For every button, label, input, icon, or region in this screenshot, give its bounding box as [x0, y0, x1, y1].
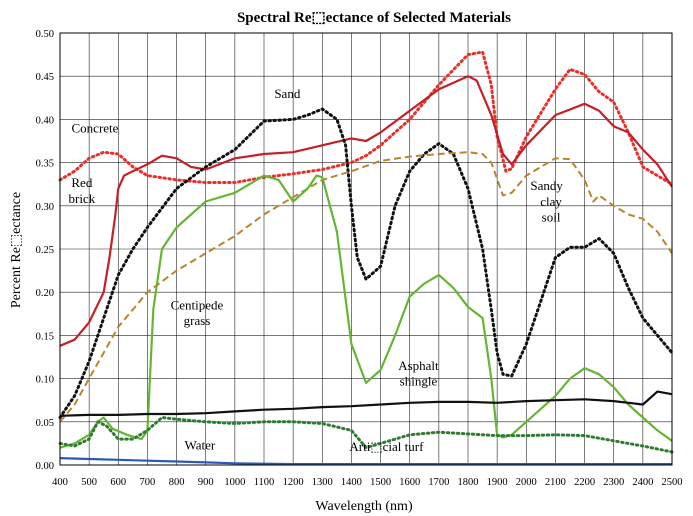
x-tick-label: 2000 [516, 477, 537, 488]
x-tick-label: 2200 [574, 477, 595, 488]
x-tick-label: 1200 [283, 477, 304, 488]
series-line-water [59, 457, 672, 466]
x-tick-label: 500 [81, 477, 97, 488]
y-axis-label: Percent Re⬚ectance [9, 192, 24, 308]
x-tick-label: 2400 [632, 477, 653, 488]
annotation-label: Arti⬚cial turf [349, 439, 424, 454]
annotation-label: Asphalt [398, 358, 439, 373]
x-tick-label: 1800 [458, 477, 479, 488]
x-tick-label: 2100 [545, 477, 566, 488]
series-line-sand [58, 107, 674, 419]
annotation-label: shingle [400, 374, 438, 389]
x-tick-label: 1600 [399, 477, 420, 488]
y-tick-label: 0.30 [36, 202, 54, 213]
x-tick-label: 2300 [603, 477, 624, 488]
chart-title: Spectral Re⬚ectance of Selected Material… [237, 10, 511, 26]
y-tick-label: 0.00 [36, 461, 54, 472]
y-tick-label: 0.20 [36, 288, 54, 299]
x-tick-label: 1500 [370, 477, 391, 488]
series-line-artificial-turf [58, 416, 674, 454]
x-tick-label: 1400 [341, 477, 362, 488]
y-axis-ticks: 0.00 0.05 0.10 0.15 0.20 0.25 0.30 0.35 0.40 0.45… [36, 29, 54, 472]
y-tick-label: 0.35 [36, 159, 54, 170]
series-line-asphalt-shingle [59, 390, 673, 417]
y-tick-label: 0.40 [36, 115, 54, 126]
x-tick-label: 700 [140, 477, 156, 488]
x-tick-label: 400 [52, 477, 68, 488]
annotation-label: Concrete [72, 120, 119, 135]
x-tick-label: 1900 [487, 477, 508, 488]
annotation-label: grass [184, 313, 211, 328]
x-tick-label: 1300 [312, 477, 333, 488]
x-tick-label: 600 [110, 477, 126, 488]
annotation-label: Centipede [171, 297, 224, 312]
x-tick-label: 1700 [428, 477, 449, 488]
y-tick-label: 0.05 [36, 418, 54, 429]
x-tick-label: 900 [198, 477, 214, 488]
x-tick-label: 800 [169, 477, 185, 488]
annotation-label: Water [185, 437, 216, 452]
annotation-label: Sandy [530, 178, 563, 193]
annotation-label: soil [542, 209, 561, 224]
series-line-centipede-grass [59, 174, 673, 449]
annotation-label: Red [71, 175, 92, 190]
y-tick-label: 0.50 [36, 29, 54, 40]
x-axis-label: Wavelength (nm) [315, 499, 413, 514]
annotation-label: brick [68, 191, 95, 206]
y-tick-label: 0.45 [36, 72, 54, 83]
x-tick-label: 1100 [254, 477, 275, 488]
y-tick-label: 0.10 [36, 375, 54, 386]
plot-frame [59, 32, 673, 466]
y-tick-label: 0.25 [36, 245, 54, 256]
series-line-red-brick [59, 75, 673, 347]
y-tick-label: 0.15 [36, 331, 54, 342]
series-lines [58, 50, 674, 466]
annotation-label: clay [540, 194, 562, 209]
x-axis-ticks: 400 500 600 700 800 900 1000 1100 1200 1300 1400 15… [52, 477, 682, 488]
annotation-label: Sand [274, 86, 301, 101]
x-tick-label: 2500 [662, 477, 683, 488]
x-tick-label: 1000 [224, 477, 245, 488]
series-line-sandy-clay-soil [59, 151, 673, 423]
series-line-concrete [58, 50, 674, 186]
